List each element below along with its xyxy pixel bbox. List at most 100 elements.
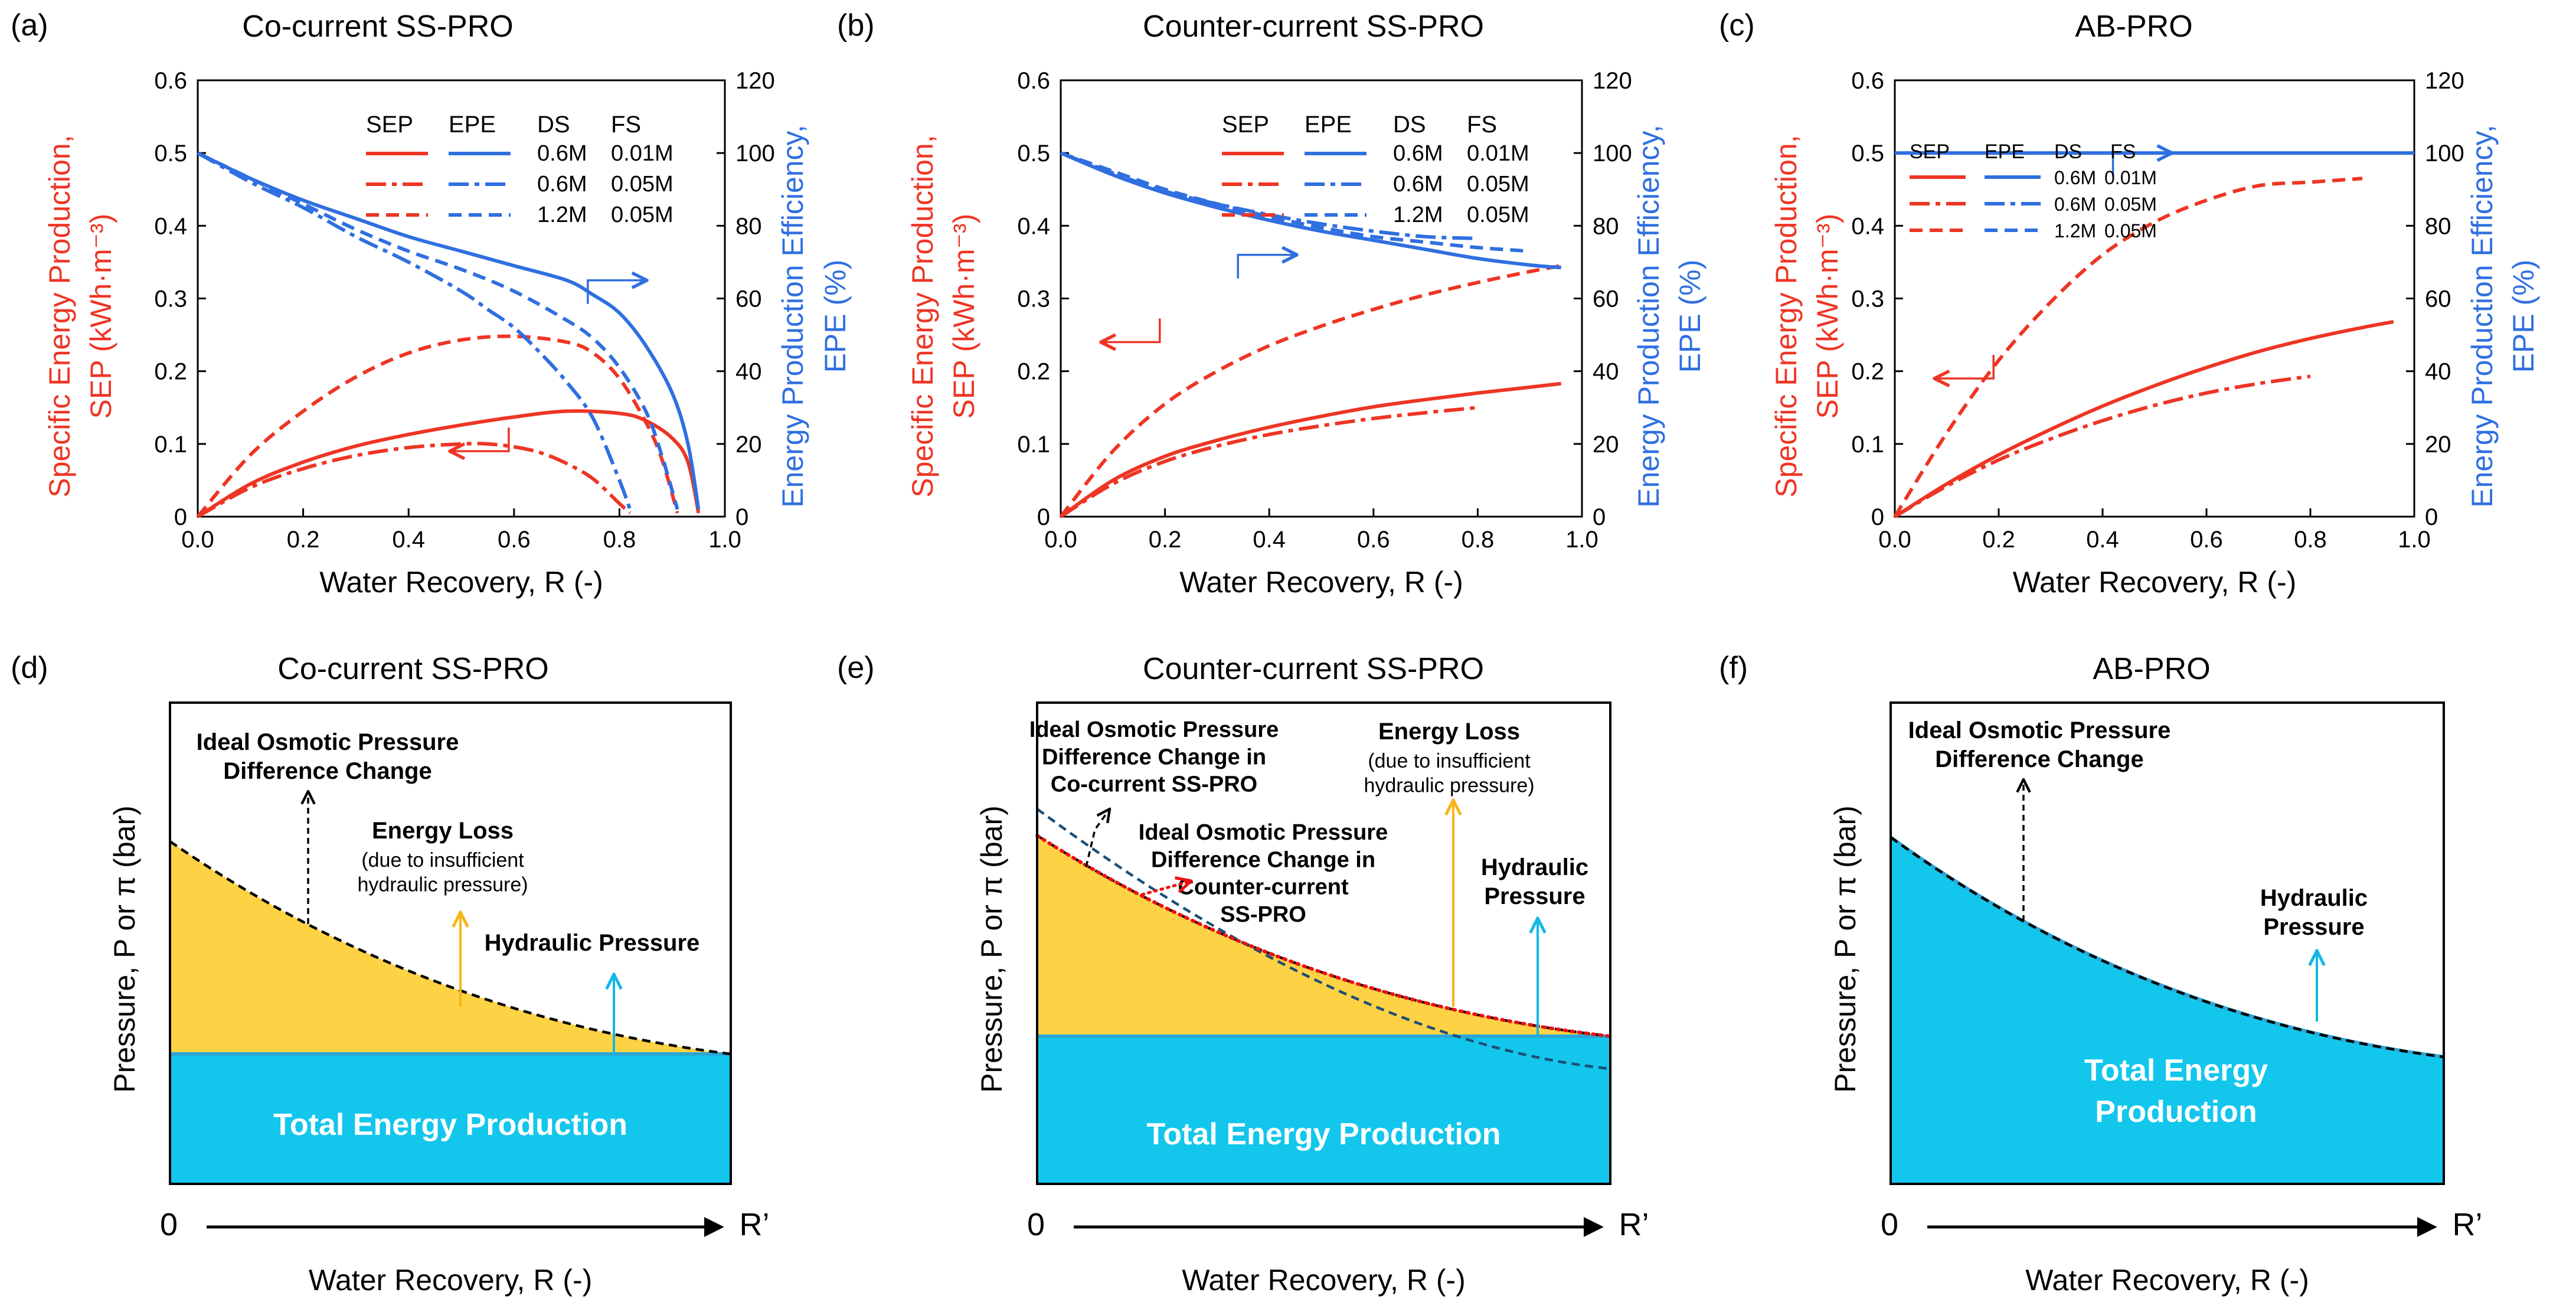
x-end-label: R’ (1619, 1207, 1649, 1242)
energy-loss-sub: (due to insufficient (361, 849, 524, 872)
x-tick-label: 0.0 (1878, 527, 1911, 553)
legend-fs: 0.05M (611, 203, 674, 227)
fill-label: Total Energy (2084, 1053, 2268, 1088)
x-tick-label: 0.4 (2086, 527, 2119, 553)
y2-axis-label: EPE (%) (2507, 260, 2540, 373)
y-tick-label: 0.5 (1851, 141, 1884, 167)
legend: SEP EPE DS FS 0.6M 0.01M 0.6M 0.05M 1.2M 0.05M (1910, 141, 2157, 241)
energy-loss-area (170, 841, 731, 1054)
legend-header: DS (537, 112, 570, 138)
x-tick-label: 0.0 (1044, 527, 1077, 553)
x-axis-label: Water Recovery, R (-) (319, 566, 603, 599)
y2-tick-label: 120 (1593, 68, 1632, 94)
y2-tick-label: 20 (735, 432, 762, 458)
y-tick-label: 0.6 (154, 68, 187, 94)
legend: SEP EPE DS FS 0.6M 0.01M 0.6M 0.05M 1.2M 0.05M (1222, 112, 1529, 227)
legend-ds: 1.2M (537, 203, 587, 227)
series-line (197, 151, 632, 510)
y2-tick-label: 120 (2425, 68, 2464, 94)
legend-ds: 0.6M (1393, 141, 1443, 166)
total-energy-area (1891, 837, 2444, 1184)
x-end-label: R’ (740, 1207, 770, 1242)
chart-title: Counter-current SS-PRO (1143, 9, 1484, 44)
series-line (196, 334, 679, 518)
y-axis-label: SEP (kWh·m⁻³) (947, 214, 980, 419)
legend-fs: 0.01M (611, 141, 674, 166)
energy-loss-sub: (due to insufficient (1368, 750, 1531, 772)
panel-label: (f) (1719, 651, 1748, 685)
series-line (1894, 319, 2394, 518)
series-line (1894, 374, 2311, 518)
ideal-counter-label: Difference Change in (1151, 847, 1375, 872)
y2-tick-label: 100 (735, 141, 775, 167)
diagram-3: (f) AB-PRO Total Energy Production Pressure,… (1719, 651, 2483, 1297)
ideal-co-arrow (1085, 809, 1110, 867)
total-energy-area (170, 1054, 731, 1184)
y2-tick-label: 60 (2425, 286, 2451, 312)
fill-label: Production (2095, 1095, 2257, 1129)
legend-ds: 0.6M (537, 172, 587, 197)
x-start-label: 0 (160, 1207, 178, 1242)
y2-tick-label: 40 (2425, 359, 2451, 385)
hydraulic-pressure-label: Hydraulic (1481, 854, 1588, 880)
y-tick-label: 0 (174, 504, 187, 530)
axis-pointer-arrow (1237, 255, 1297, 279)
legend-header: EPE (1985, 141, 2025, 163)
y2-axis-label: Energy Production Efficiency, (776, 125, 809, 508)
y-tick-label: 0.3 (1017, 286, 1050, 312)
ideal-osmotic-label: Ideal Osmotic Pressure (197, 729, 459, 755)
axis-pointer-arrow (587, 280, 647, 304)
legend-fs: 0.05M (2104, 220, 2157, 241)
chart-title: Co-current SS-PRO (242, 9, 513, 44)
y2-axis-label: Energy Production Efficiency, (1632, 125, 1665, 508)
y2-axis-label: Energy Production Efficiency, (2466, 125, 2499, 508)
axis-pointer-arrow (450, 427, 510, 451)
hydraulic-pressure-label: Hydraulic (2260, 885, 2368, 911)
series-line (1060, 381, 1562, 518)
y2-tick-label: 80 (1593, 213, 1619, 239)
plot-frame (1894, 79, 2415, 518)
x-tick-label: 1.0 (708, 527, 741, 553)
y-tick-label: 0.5 (154, 141, 187, 167)
legend-header: FS (2110, 141, 2136, 163)
y-tick-label: 0 (1871, 504, 1884, 530)
panel-label: (d) (11, 651, 48, 685)
y-axis-label: Specific Energy Production, (1770, 135, 1803, 497)
y2-axis-label: EPE (%) (819, 260, 852, 373)
legend-fs: 0.01M (2104, 167, 2157, 188)
chart-2: (b) Counter-current SS-PRO 0.0 0.2 0.4 0.6 0.8… (837, 8, 1707, 599)
ideal-counter-label: Counter-current (1178, 875, 1349, 900)
fill-label: Total Energy Production (273, 1108, 627, 1142)
series-line (1893, 177, 2363, 518)
y-tick-label: 0.2 (1851, 359, 1884, 385)
diagram-frame (1889, 701, 2445, 1185)
legend-fs: 0.05M (1467, 172, 1529, 197)
panel-label: (b) (837, 8, 875, 43)
total-energy-area (1037, 1036, 1610, 1184)
diagram-title: Counter-current SS-PRO (1143, 652, 1484, 686)
y-tick-label: 0.5 (1017, 141, 1050, 167)
legend-header: EPE (449, 112, 496, 138)
y-tick-label: 0.4 (1017, 213, 1050, 239)
x-axis-label: Water Recovery, R (-) (309, 1264, 593, 1297)
ideal-co-label: Co-current SS-PRO (1051, 772, 1257, 797)
series-line (197, 442, 632, 518)
ideal-co-label: Ideal Osmotic Pressure (1029, 717, 1279, 742)
y-tick-label: 0.2 (1017, 359, 1050, 385)
y2-axis-label: EPE (%) (1673, 260, 1707, 373)
legend-fs: 0.01M (1467, 141, 1529, 166)
series-line (197, 151, 679, 510)
chart-title: AB-PRO (2075, 9, 2192, 44)
axis-pointer-arrow (2111, 153, 2172, 177)
x-tick-label: 1.0 (2398, 527, 2431, 553)
ideal-osmotic-label: Difference Change (1935, 746, 2143, 772)
y-tick-label: 0 (1037, 504, 1050, 530)
diagram-2: (e) Counter-current SS-PRO Total Energy Pr… (837, 651, 1649, 1297)
y-axis-label: SEP (kWh·m⁻³) (84, 214, 117, 419)
legend-header: DS (1393, 112, 1426, 138)
legend-header: SEP (1222, 112, 1269, 138)
